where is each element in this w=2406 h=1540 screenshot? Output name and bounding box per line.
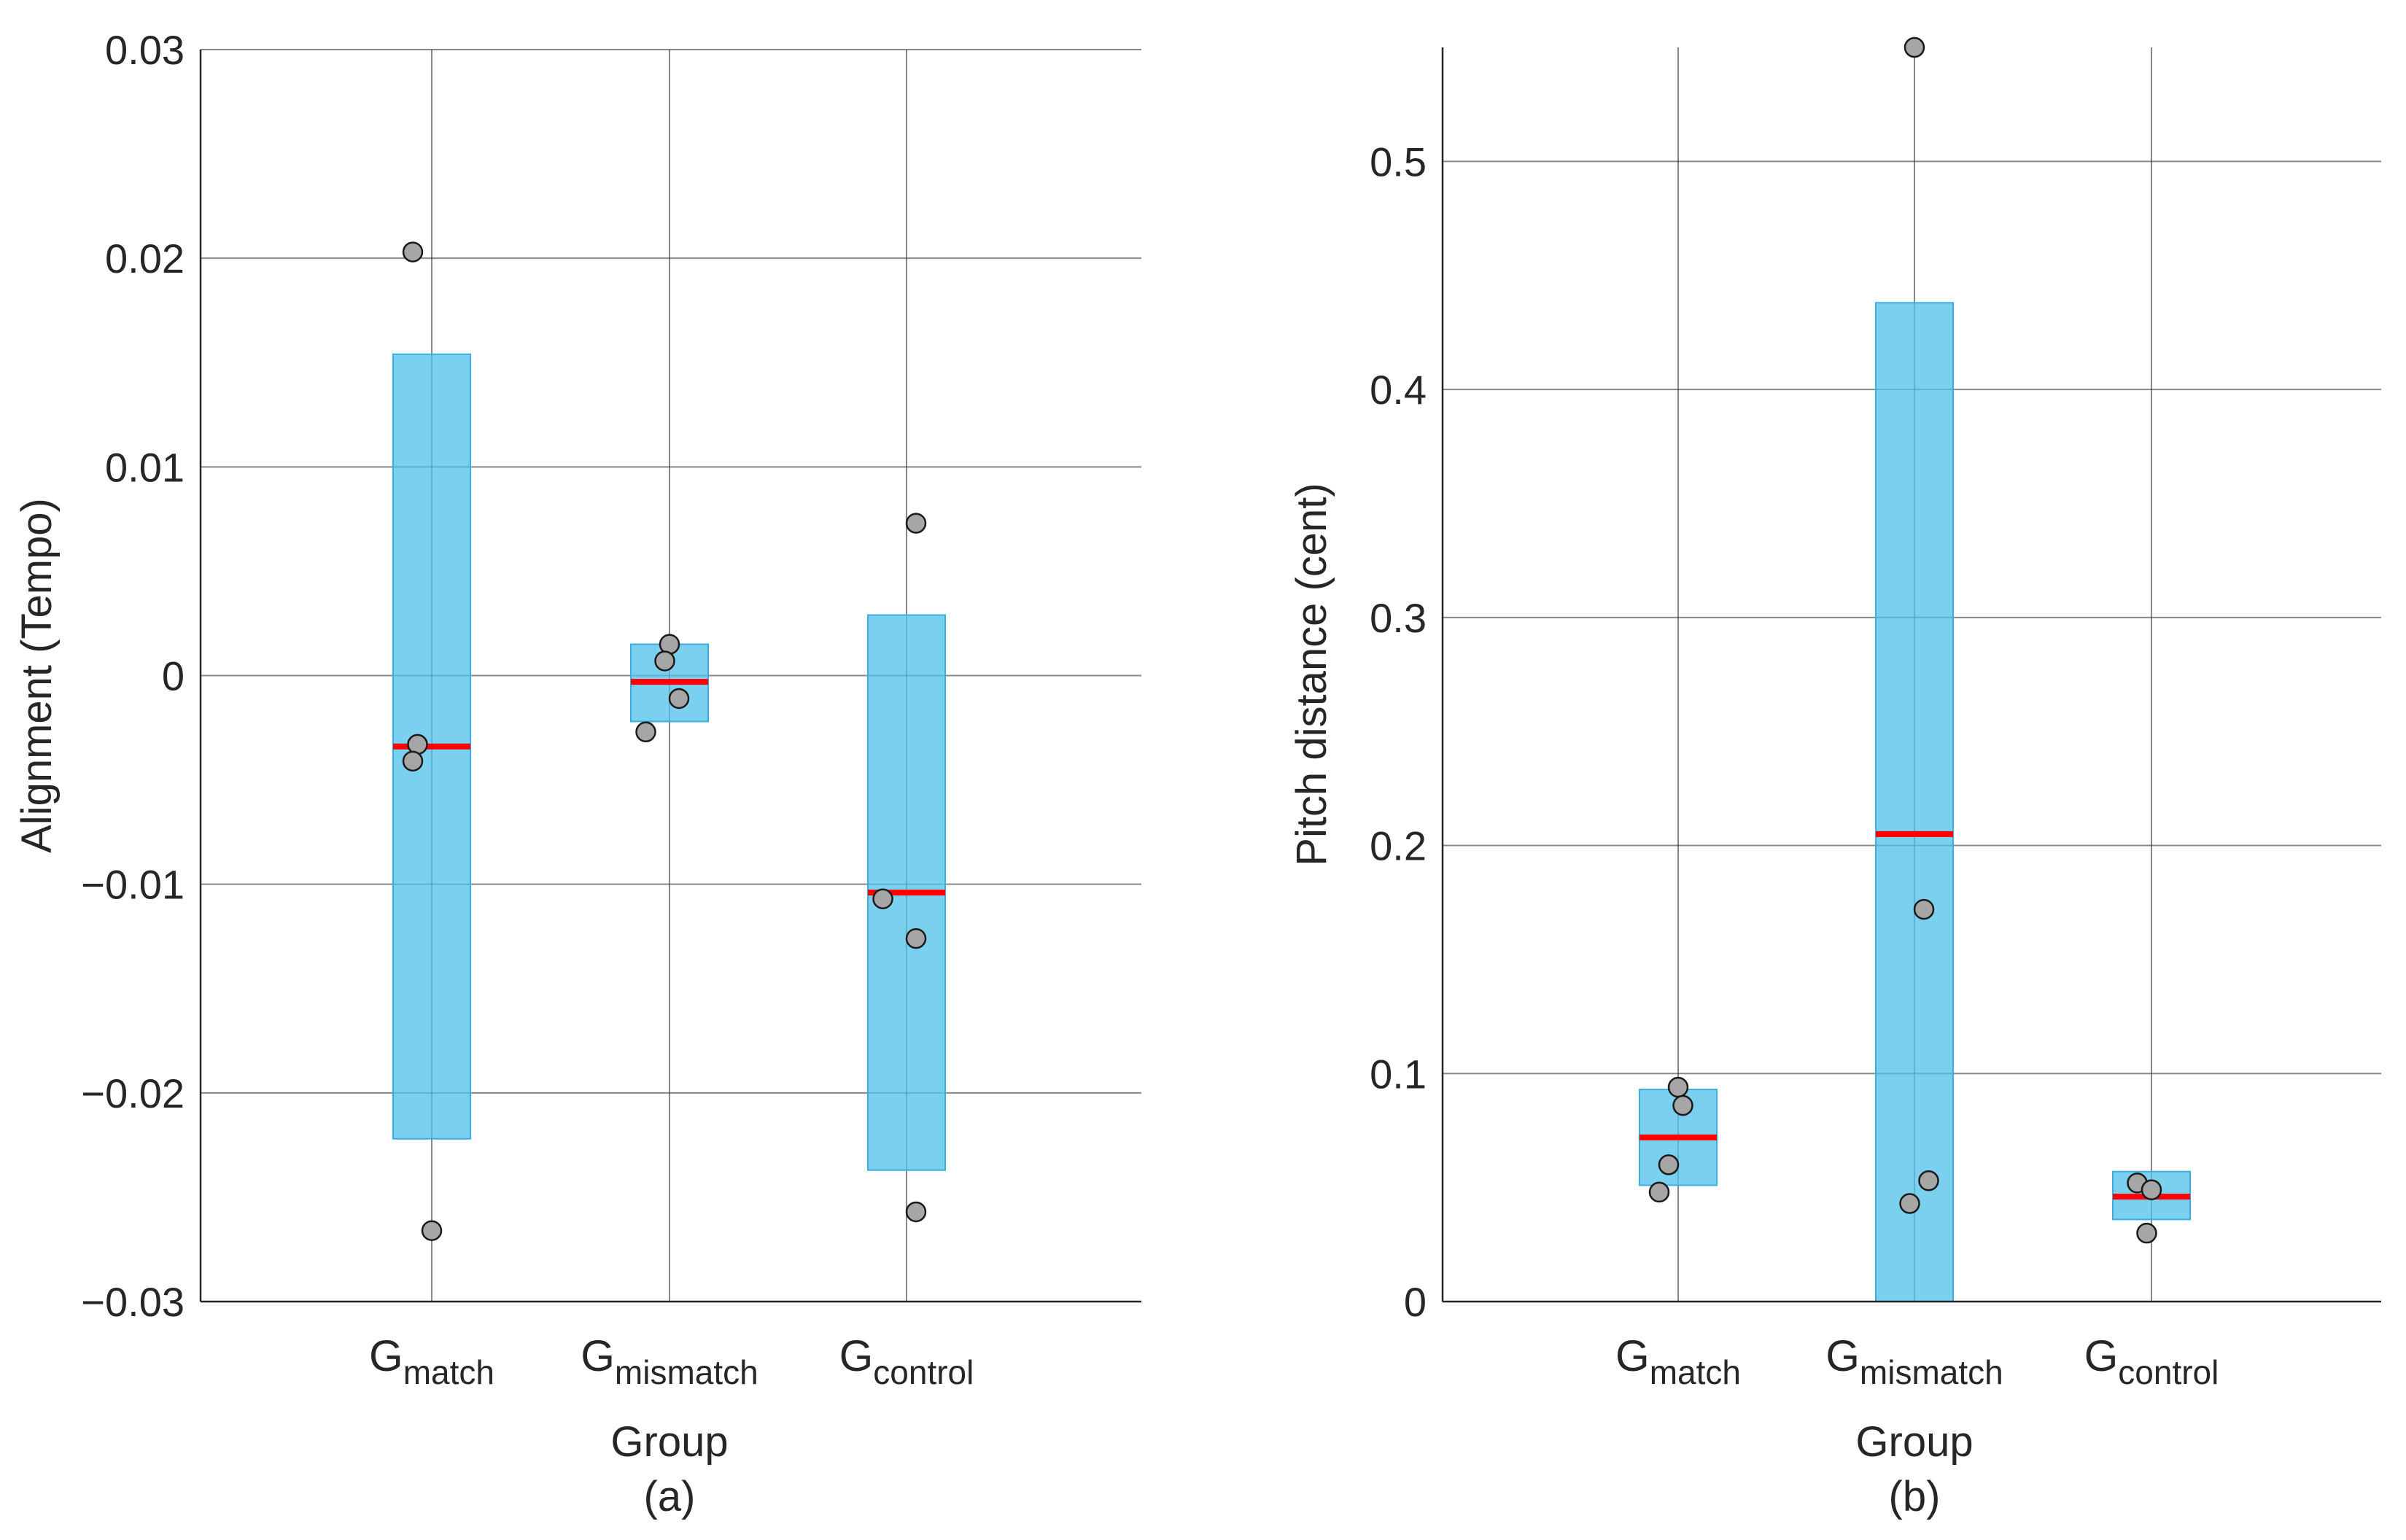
y-tick-label: −0.02 xyxy=(81,1070,185,1116)
data-point xyxy=(1648,1181,1670,1203)
y-axis-label: Pitch distance (cent) xyxy=(1288,483,1335,866)
panel-label: (a) xyxy=(644,1473,696,1520)
box-mismatch xyxy=(1875,302,1954,1303)
data-point xyxy=(872,888,893,909)
x-tick-label: Gmismatch xyxy=(581,1331,758,1391)
y-tick-label: 0.3 xyxy=(1370,595,1427,641)
data-point xyxy=(421,1220,443,1241)
data-point xyxy=(905,513,927,534)
y-tick-label: 0.03 xyxy=(105,27,185,73)
data-point xyxy=(402,750,424,772)
x-axis-label: Group xyxy=(1855,1418,1973,1466)
y-tick-label: 0.2 xyxy=(1370,823,1427,869)
data-point xyxy=(2141,1179,2162,1201)
data-point xyxy=(1658,1154,1680,1175)
data-point xyxy=(905,1201,927,1223)
y-tick-label: 0.01 xyxy=(105,444,185,490)
panel-label: (b) xyxy=(1889,1473,1941,1520)
y-tick-label: 0.4 xyxy=(1370,367,1427,413)
x-tick-label: Gmatch xyxy=(369,1331,494,1391)
y-tick-label: −0.03 xyxy=(81,1279,185,1325)
x-tick-label: Gcontrol xyxy=(2084,1331,2219,1391)
data-point xyxy=(2136,1222,2157,1244)
data-point xyxy=(635,721,656,743)
x-axis-label: Group xyxy=(610,1418,728,1466)
y-axis-label: Alignment (Tempo) xyxy=(13,498,61,853)
y-tick-label: 0 xyxy=(1404,1279,1427,1325)
data-point xyxy=(654,650,675,672)
y-tick-label: −0.01 xyxy=(81,862,185,908)
data-point xyxy=(1918,1170,1939,1191)
data-point xyxy=(1913,898,1935,920)
chart-panel-a: −0.03 −0.02 −0.01 0 0.01 0.02 0.03 Gmatch Gmisma… xyxy=(13,27,1141,1520)
data-point xyxy=(1899,1193,1920,1214)
data-point xyxy=(402,241,424,262)
data-point xyxy=(668,688,690,709)
x-tick-label: Gmatch xyxy=(1615,1331,1741,1391)
y-tick-label: 0 xyxy=(162,653,185,699)
chart-panel-b: 0 0.1 0.2 0.3 0.4 0.5 Gmatch Gmismatch Gcontrol G… xyxy=(1288,36,2381,1520)
data-point xyxy=(1667,1076,1689,1098)
data-point xyxy=(1672,1094,1693,1116)
x-tick-label: Gcontrol xyxy=(839,1331,974,1391)
y-tick-label: 0.1 xyxy=(1370,1051,1427,1097)
data-point xyxy=(1904,36,1925,58)
data-point xyxy=(905,928,927,949)
y-tick-label: 0.5 xyxy=(1370,139,1427,184)
y-tick-label: 0.02 xyxy=(105,236,185,281)
x-tick-label: Gmismatch xyxy=(1825,1331,2003,1391)
